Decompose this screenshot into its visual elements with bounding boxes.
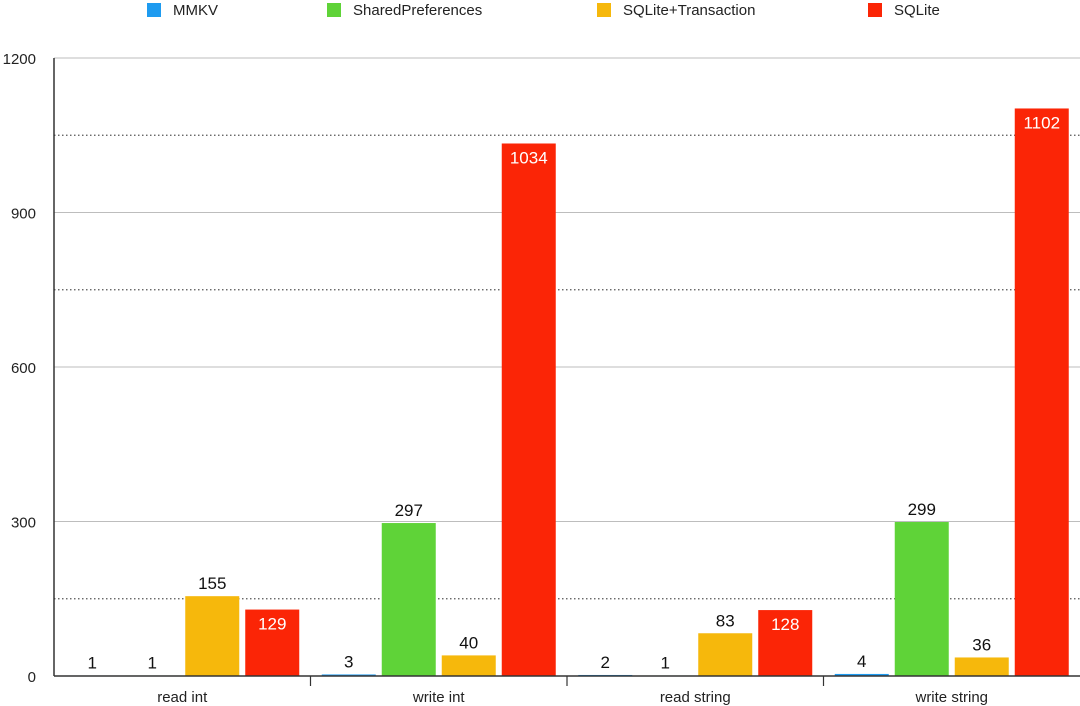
bar-sqlite-transaction <box>441 655 496 676</box>
data-label: 297 <box>395 501 423 520</box>
data-label: 83 <box>716 611 735 630</box>
x-category-label: write string <box>914 689 988 706</box>
bar-mmkv <box>834 673 889 676</box>
legend-swatch <box>327 3 341 17</box>
data-label: 36 <box>972 635 991 654</box>
bar-mmkv <box>321 674 376 676</box>
legend-swatch <box>597 3 611 17</box>
bar-sqlite <box>1014 108 1069 677</box>
data-label: 299 <box>908 500 936 519</box>
data-label: 2 <box>601 653 610 672</box>
y-tick-label: 900 <box>11 206 36 223</box>
y-tick-label: 600 <box>11 360 36 377</box>
data-label: 1034 <box>510 148 548 167</box>
bar-sqlite-transaction <box>698 633 753 676</box>
y-tick-label: 0 <box>28 669 36 686</box>
x-category-label: read string <box>660 689 731 706</box>
data-label: 128 <box>771 615 799 634</box>
bar-sharedpreferences <box>894 522 949 676</box>
data-label: 4 <box>857 652 866 671</box>
bar-sqlite <box>501 143 556 677</box>
bar-sqlite-transaction <box>185 596 240 676</box>
data-label: 1102 <box>1023 113 1060 132</box>
legend-swatch <box>147 3 161 17</box>
legend-label: SQLite+Transaction <box>623 2 755 19</box>
data-label: 155 <box>198 574 226 593</box>
x-category-label: read int <box>157 689 208 706</box>
data-label: 1 <box>661 653 670 672</box>
x-category-label: write int <box>412 689 466 706</box>
legend-label: SQLite <box>894 2 940 19</box>
data-label: 1 <box>148 653 157 672</box>
bar-sqlite <box>245 609 300 676</box>
y-tick-label: 1200 <box>3 51 36 68</box>
data-label: 129 <box>258 615 286 634</box>
data-label: 3 <box>344 652 353 671</box>
legend-label: MMKV <box>173 2 218 19</box>
data-label: 40 <box>459 633 478 652</box>
bar-sqlite-transaction <box>954 657 1009 676</box>
y-tick-label: 300 <box>11 515 36 532</box>
bar-sharedpreferences <box>381 523 436 676</box>
legend-swatch <box>868 3 882 17</box>
data-label: 1 <box>88 653 97 672</box>
legend-label: SharedPreferences <box>353 2 482 19</box>
bar-sqlite <box>758 610 813 676</box>
